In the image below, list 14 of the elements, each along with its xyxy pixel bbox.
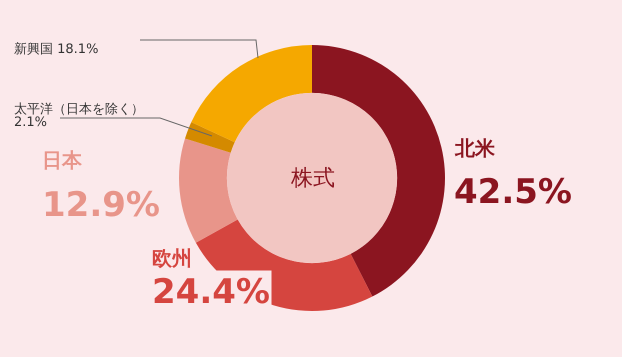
donut-slice <box>185 122 235 153</box>
donut-slice <box>312 45 445 297</box>
data-label: 42.5% <box>454 172 572 212</box>
data-label: 24.4% <box>152 272 270 312</box>
text: 株式 <box>290 166 335 191</box>
slice-label: 日本 <box>42 148 83 172</box>
slice-label: 新興国 18.1% <box>14 42 98 57</box>
slice-label: 欧州 <box>152 246 192 270</box>
donut-slice <box>191 45 312 142</box>
donut-slice <box>179 138 238 243</box>
slice-label: 太平洋（日本を除く） <box>14 102 144 117</box>
data-label: 2.1% <box>14 115 48 130</box>
data-label: 12.9% <box>42 185 160 225</box>
slice-label: 北米 <box>454 136 496 160</box>
